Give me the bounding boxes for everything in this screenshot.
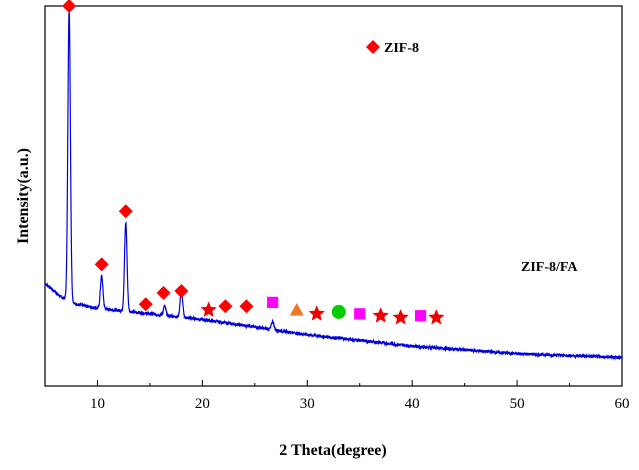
marker-diamond <box>174 284 189 298</box>
x-tick-label: 40 <box>405 396 420 412</box>
legend: ZIF-8 <box>366 40 419 56</box>
x-axis-title: 2 Theta(degree) <box>279 442 386 459</box>
marker-diamond <box>94 257 109 272</box>
legend-label: ZIF-8 <box>384 41 419 56</box>
x-tick-label: 20 <box>195 396 210 412</box>
legend-marker-diamond <box>366 40 380 54</box>
peak-markers <box>62 0 445 325</box>
marker-square <box>267 296 279 308</box>
x-tick-label: 10 <box>90 396 105 412</box>
marker-diamond <box>239 299 254 314</box>
x-tick-label: 50 <box>510 396 525 412</box>
series-label: ZIF-8/FA <box>521 260 578 275</box>
x-axis-ticks <box>44 380 623 386</box>
marker-diamond <box>156 285 171 300</box>
series-line-zif8-fa <box>44 11 623 361</box>
x-tick-label: 30 <box>300 396 315 412</box>
marker-triangle <box>289 303 304 316</box>
marker-square <box>354 308 366 320</box>
y-axis-title: Intensity(a.u.) <box>15 148 32 244</box>
marker-star <box>200 301 217 317</box>
marker-star <box>428 309 445 325</box>
marker-circle <box>331 304 346 319</box>
x-tick-label: 60 <box>615 396 630 412</box>
marker-diamond <box>118 204 133 219</box>
marker-square <box>414 310 427 322</box>
marker-star <box>308 305 325 321</box>
marker-star <box>392 309 409 325</box>
marker-diamond <box>218 299 233 314</box>
x-axis-tick-labels: 10 20 30 40 50 60 <box>90 396 630 412</box>
marker-diamond <box>138 297 153 312</box>
marker-star <box>372 307 389 323</box>
plot-frame <box>44 5 623 387</box>
marker-diamond <box>62 0 77 13</box>
